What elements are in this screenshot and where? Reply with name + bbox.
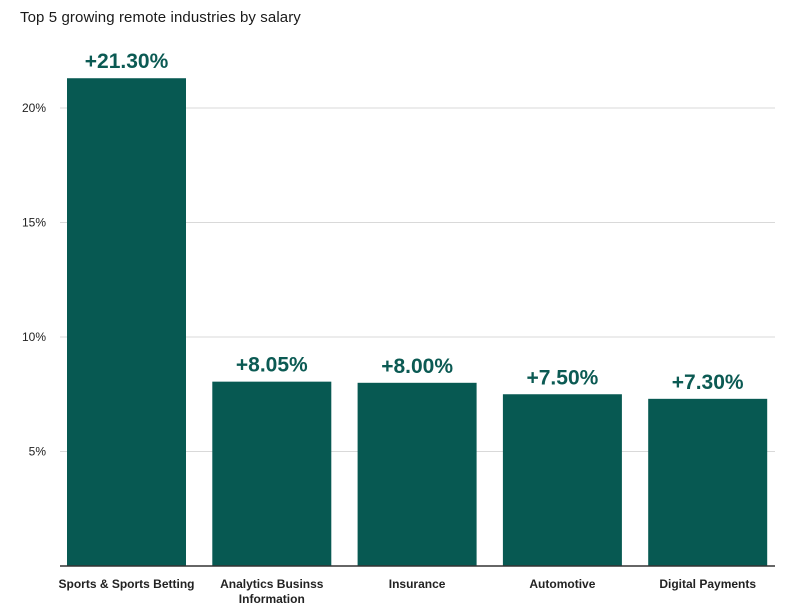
x-tick-label: Information (239, 592, 305, 606)
data-label: +7.50% (526, 366, 598, 389)
y-tick-label: 5% (29, 445, 47, 459)
data-label: +21.30% (85, 50, 169, 73)
x-tick-label: Insurance (389, 577, 446, 591)
bars (67, 78, 768, 566)
x-tick-label: Sports & Sports Betting (58, 577, 194, 591)
bar (648, 398, 768, 566)
bar (67, 78, 186, 566)
data-label: +7.30% (672, 371, 744, 394)
x-tick-label: Analytics Businss (220, 577, 324, 591)
y-tick-label: 20% (22, 101, 46, 115)
x-tick-label: Digital Payments (659, 577, 756, 591)
y-axis-ticks: 5% 10% 15% 20% (22, 101, 46, 459)
bar (502, 394, 622, 566)
bar (357, 382, 477, 566)
bar (212, 381, 332, 566)
data-label: +8.05% (236, 354, 308, 377)
y-tick-label: 10% (22, 330, 46, 344)
y-tick-label: 15% (22, 216, 46, 230)
x-axis-ticks: Sports & Sports Betting Analytics Businss… (58, 577, 756, 606)
data-label: +8.00% (381, 355, 453, 378)
chart-title: Top 5 growing remote industries by salar… (20, 9, 301, 26)
data-labels: +21.30% +8.05% +8.00% +7.50% +7.30% (85, 50, 744, 394)
x-tick-label: Automotive (529, 577, 595, 591)
